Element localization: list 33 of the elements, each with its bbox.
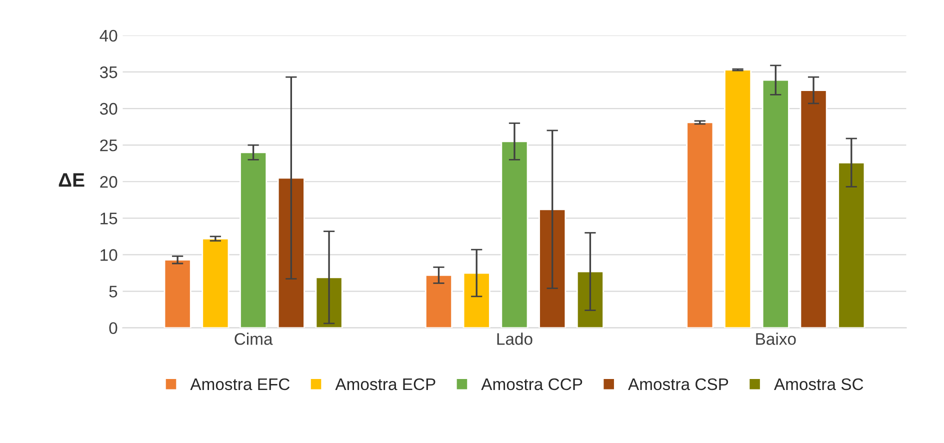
bar xyxy=(538,208,566,328)
y-tick-label: 20 xyxy=(100,176,118,188)
legend-label: Amostra SC xyxy=(774,378,864,390)
bar xyxy=(164,259,192,328)
y-tick-label: 40 xyxy=(100,30,118,42)
bar xyxy=(277,177,305,328)
bar xyxy=(800,90,828,328)
legend-label: Amostra CSP xyxy=(628,378,728,390)
bar xyxy=(838,162,866,328)
legend-label: Amostra EFC xyxy=(190,378,290,390)
bar xyxy=(686,122,714,328)
bar xyxy=(202,238,230,328)
legend-label: Amostra ECP xyxy=(335,378,436,390)
y-tick-label: 5 xyxy=(109,286,118,298)
bar xyxy=(315,276,343,328)
x-tick-label: Cima xyxy=(234,332,273,345)
x-tick-label: Lado xyxy=(497,332,532,345)
bar xyxy=(462,272,490,328)
bar xyxy=(424,274,452,328)
x-tick-label: Baixo xyxy=(756,332,796,345)
bar xyxy=(240,152,268,328)
legend-label: Amostra CCP xyxy=(481,378,582,390)
y-axis-title: ΔE xyxy=(58,173,84,187)
y-tick-label: 10 xyxy=(100,249,118,261)
y-tick-label: 30 xyxy=(100,102,118,115)
y-tick-label: 35 xyxy=(100,66,118,78)
bar xyxy=(500,140,528,328)
y-tick-label: 25 xyxy=(100,139,118,152)
bar xyxy=(576,270,604,328)
bar xyxy=(762,79,790,328)
y-tick-label: 0 xyxy=(109,322,118,334)
y-tick-label: 15 xyxy=(100,212,118,224)
bar xyxy=(724,69,752,328)
